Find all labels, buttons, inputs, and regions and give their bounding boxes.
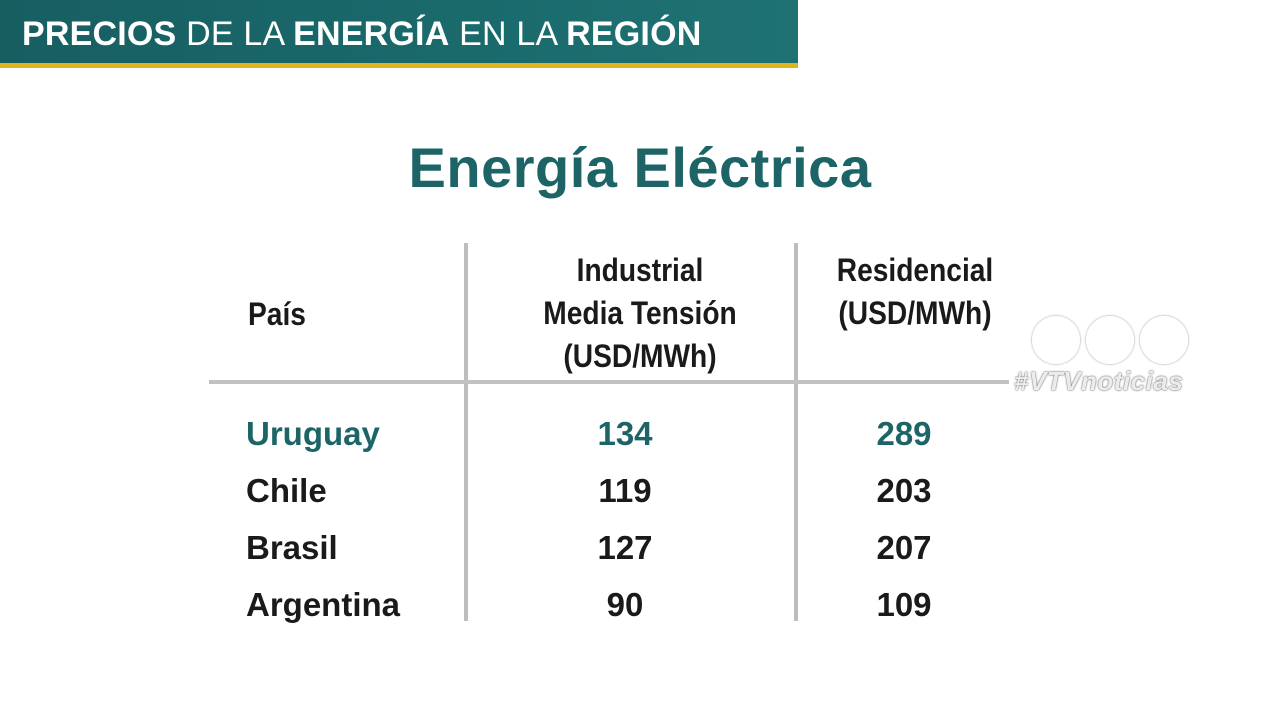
banner-word: DE LA <box>186 15 284 53</box>
header-line: Residencial <box>836 252 994 288</box>
header-banner: PRECIOS DE LA ENERGÍA EN LA REGIÓN <box>0 0 798 68</box>
logo-circle-icon <box>1140 316 1188 364</box>
header-line: (USD/MWh) <box>838 295 992 331</box>
table-row: Chile 119 203 <box>0 462 1280 519</box>
industrial-price-cell: 127 <box>597 529 653 566</box>
banner-title: PRECIOS DE LA ENERGÍA EN LA REGIÓN <box>22 14 701 54</box>
column-header-country: País <box>248 296 306 332</box>
channel-watermark: #VTVnoticias <box>1010 316 1210 396</box>
table-divider-vertical <box>794 243 798 621</box>
country-cell: Uruguay <box>246 415 380 452</box>
industrial-price-cell: 134 <box>597 415 653 452</box>
banner-word: EN LA <box>459 15 557 53</box>
table-divider-horizontal <box>209 380 1009 384</box>
header-line: Media Tensión <box>543 295 737 331</box>
column-header-industrial: Industrial Media Tensión (USD/MWh) <box>521 249 759 378</box>
table-row: Argentina 90 109 <box>0 576 1280 633</box>
banner-word: ENERGÍA <box>293 15 450 53</box>
logo-circle-icon <box>1086 316 1134 364</box>
table-divider-vertical <box>464 243 468 621</box>
table-row: Uruguay 134 289 <box>0 405 1280 462</box>
watermark-hashtag: #VTVnoticias <box>1014 366 1184 396</box>
banner-word: REGIÓN <box>566 15 702 53</box>
industrial-price-cell: 90 <box>606 586 644 623</box>
banner-word: PRECIOS <box>22 15 177 53</box>
residential-price-cell: 289 <box>876 415 932 452</box>
logo-circle-icon <box>1032 316 1080 364</box>
table-row: Brasil 127 207 <box>0 519 1280 576</box>
column-header-residential: Residencial (USD/MWh) <box>814 249 1016 335</box>
header-line: Industrial <box>576 252 704 288</box>
page-title: Energía Eléctrica <box>408 136 872 199</box>
residential-price-cell: 207 <box>876 529 932 566</box>
header-line: (USD/MWh) <box>563 338 717 374</box>
country-cell: Argentina <box>246 586 401 623</box>
residential-price-cell: 109 <box>876 586 932 623</box>
residential-price-cell: 203 <box>876 472 932 509</box>
country-cell: Brasil <box>246 529 338 566</box>
country-cell: Chile <box>246 472 327 509</box>
industrial-price-cell: 119 <box>598 472 652 509</box>
